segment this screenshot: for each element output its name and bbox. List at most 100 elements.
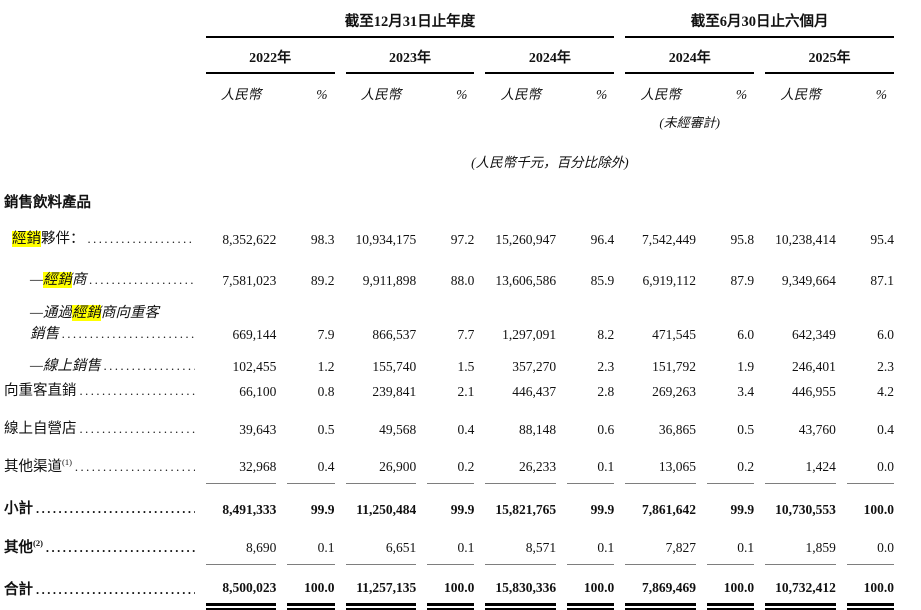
value-cell: 7,861,642 bbox=[641, 502, 696, 517]
empty-cell bbox=[765, 105, 894, 131]
value-cell: 7,869,469 bbox=[625, 565, 696, 606]
value-cell: 357,270 bbox=[512, 359, 557, 374]
percent-cell: 6.0 bbox=[877, 327, 894, 342]
empty-cell bbox=[4, 131, 195, 173]
value-cell: 102,455 bbox=[232, 359, 277, 374]
percent-cell: 2.1 bbox=[457, 384, 475, 399]
percent-cell: 88.0 bbox=[450, 273, 475, 288]
unit-note: (人民幣千元，百分比除外) bbox=[471, 155, 629, 170]
value-cell: 32,968 bbox=[205, 444, 277, 484]
percent-cell: 96.4 bbox=[590, 232, 615, 247]
table-row-total: 合計 8,500,023 100.0 11,257,135 100.0 15,8… bbox=[4, 565, 894, 606]
row-label: —線上銷售 bbox=[4, 346, 195, 376]
row-label-text: 小計 bbox=[4, 501, 33, 517]
value-cell: 1,859 bbox=[765, 526, 836, 565]
year-header-row: 2022年 2023年 2024年 2024年 2025年 bbox=[4, 38, 894, 74]
row-label-text: 合計 bbox=[4, 582, 33, 598]
empty-cell bbox=[4, 606, 195, 610]
percent-cell: 0.2 bbox=[427, 444, 475, 484]
empty-cell bbox=[4, 4, 195, 38]
percent-cell: 0.2 bbox=[706, 444, 755, 484]
row-label-text: 其他渠道(1) bbox=[4, 455, 72, 476]
empty-cell bbox=[4, 38, 195, 74]
section-title-row: 銷售飲料產品 bbox=[4, 173, 894, 214]
percent-cell: 0.5 bbox=[737, 422, 755, 437]
double-rule bbox=[287, 606, 335, 610]
percent-cell: 100.0 bbox=[287, 565, 335, 606]
value-cell: 11,250,484 bbox=[356, 502, 417, 517]
row-label-text: 其他(2) bbox=[4, 536, 43, 557]
percent-cell: 0.5 bbox=[317, 422, 335, 437]
table-row-online-self-operated-stores: 線上自營店 39,643 0.5 49,568 0.4 88,148 0.6 3… bbox=[4, 406, 894, 444]
percent-cell: 0.1 bbox=[567, 444, 615, 484]
dot-leader bbox=[33, 502, 195, 517]
dot-leader bbox=[77, 384, 195, 399]
percent-cell: 100.0 bbox=[863, 502, 894, 517]
double-rule bbox=[567, 606, 615, 610]
label-text: 商 bbox=[71, 272, 87, 288]
highlight-text: 經銷 bbox=[12, 231, 41, 247]
highlight-text: 經銷 bbox=[42, 272, 72, 288]
revenue-breakdown-table: 截至12月31日止年度 截至6月30日止六個月 2022年 2023年 2024… bbox=[0, 4, 905, 610]
empty-cell bbox=[4, 74, 195, 105]
value-cell: 8,690 bbox=[205, 526, 277, 565]
percent-cell: 2.3 bbox=[597, 359, 615, 374]
row-label-text: 線上自營店 bbox=[4, 421, 77, 437]
period-annual-header: 截至12月31日止年度 bbox=[205, 4, 615, 38]
value-cell: 26,233 bbox=[485, 444, 557, 484]
table-row-distribution-partners: 經銷夥伴： 8,352,622 98.3 10,934,175 97.2 15,… bbox=[4, 214, 894, 255]
value-cell: 6,919,112 bbox=[642, 273, 696, 288]
value-cell: 446,437 bbox=[512, 384, 557, 399]
row-label-text: —經銷商 bbox=[30, 268, 86, 289]
percent-cell: 95.8 bbox=[730, 232, 755, 247]
percent-header: % bbox=[875, 87, 887, 102]
value-cell: 7,542,449 bbox=[641, 232, 696, 247]
value-cell: 8,352,622 bbox=[222, 232, 277, 247]
value-cell: 26,900 bbox=[345, 444, 417, 484]
percent-cell: 2.3 bbox=[877, 359, 894, 374]
value-cell: 446,955 bbox=[791, 384, 836, 399]
row-label-text: 向重客直銷 bbox=[4, 383, 77, 399]
percent-cell: 100.0 bbox=[427, 565, 475, 606]
percent-cell: 1.2 bbox=[317, 359, 335, 374]
currency-header: 人民幣 bbox=[220, 87, 262, 102]
dot-leader bbox=[101, 359, 195, 374]
value-cell: 155,740 bbox=[372, 359, 417, 374]
double-rule bbox=[846, 606, 894, 610]
value-cell: 8,500,023 bbox=[205, 565, 277, 606]
percent-cell: 0.6 bbox=[597, 422, 615, 437]
double-rule bbox=[485, 606, 557, 610]
unit-note-row: (人民幣千元，百分比除外) bbox=[4, 131, 894, 173]
dot-leader bbox=[59, 327, 195, 342]
footnote-marker: (1) bbox=[62, 457, 72, 468]
value-cell: 1,424 bbox=[765, 444, 836, 484]
percent-cell: 85.9 bbox=[590, 273, 615, 288]
currency-header: 人民幣 bbox=[360, 87, 402, 102]
table-row-direct-sales-key-accounts: 向重客直銷 66,100 0.8 239,841 2.1 446,437 2.8… bbox=[4, 376, 894, 406]
value-cell: 7,827 bbox=[625, 526, 696, 565]
currency-header: 人民幣 bbox=[640, 87, 681, 102]
value-cell: 43,760 bbox=[798, 422, 836, 437]
unaudited-row: (未經審計) bbox=[4, 105, 894, 131]
value-cell: 669,144 bbox=[232, 327, 277, 342]
percent-cell: 7.7 bbox=[457, 327, 475, 342]
value-cell: 1,297,091 bbox=[502, 327, 557, 342]
row-label: —經銷商 bbox=[4, 255, 195, 292]
double-rule bbox=[427, 606, 475, 610]
year-header-2022: 2022年 bbox=[205, 38, 335, 74]
value-cell: 642,349 bbox=[791, 327, 836, 342]
row-label-text: 銷售 bbox=[30, 326, 59, 342]
percent-cell: 0.8 bbox=[317, 384, 335, 399]
percent-cell: 0.1 bbox=[287, 526, 335, 565]
row-label: —通過經銷商向重客 銷售 bbox=[4, 292, 195, 346]
dot-leader bbox=[77, 422, 195, 437]
label-text: — bbox=[30, 272, 43, 288]
value-cell: 15,821,765 bbox=[495, 502, 557, 517]
percent-cell: 0.0 bbox=[846, 526, 894, 565]
year-header-2024-interim: 2024年 bbox=[625, 38, 755, 74]
percent-cell: 89.2 bbox=[310, 273, 335, 288]
value-cell: 8,571 bbox=[485, 526, 557, 565]
percent-cell: 4.2 bbox=[877, 384, 894, 399]
percent-cell: 8.2 bbox=[597, 327, 615, 342]
value-cell: 10,238,414 bbox=[775, 232, 836, 247]
